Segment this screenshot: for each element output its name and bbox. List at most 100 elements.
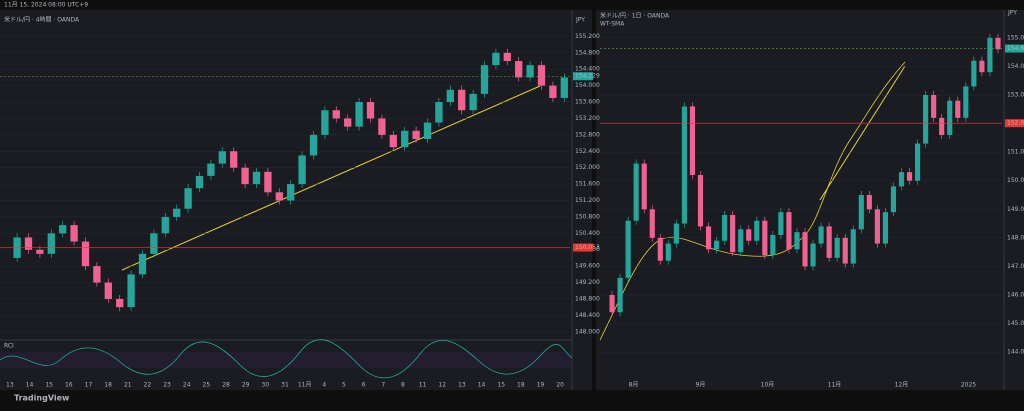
candle-body: [503, 52, 511, 62]
rci-label: RCI: [4, 343, 14, 350]
x-tick-label: 16: [65, 382, 73, 389]
candle-body: [287, 184, 295, 201]
candle-body: [915, 143, 921, 181]
x-tick-label: 13: [6, 382, 14, 389]
candle-body: [979, 60, 985, 73]
rci-band: [0, 352, 572, 368]
candle-body: [923, 95, 929, 144]
candle-body: [230, 151, 238, 168]
x-tick-label: 10月: [761, 382, 775, 389]
x-tick-label: 12月: [895, 382, 909, 389]
candle-body: [469, 93, 477, 111]
x-tick-label: 28: [222, 382, 230, 389]
y-tick-label: 151.600: [575, 181, 600, 188]
candle-body: [218, 151, 226, 164]
y-tick-label: 153.200: [575, 115, 600, 122]
candle-body: [681, 106, 687, 224]
candle-body: [995, 37, 1001, 50]
candle-body: [955, 100, 961, 118]
candle-body: [842, 237, 848, 264]
candle-body: [931, 95, 937, 118]
y-tick-label: 149.600: [575, 263, 600, 270]
y-tick-label: 150.000: [1007, 177, 1024, 184]
x-tick-label: 20: [556, 382, 564, 389]
candle-body: [138, 253, 147, 275]
candle-body: [609, 295, 615, 313]
candle-body: [116, 298, 124, 308]
x-tick-label: 4: [322, 382, 326, 389]
x-tick-label: 5: [342, 382, 346, 389]
y-tick-label: 148.800: [575, 295, 600, 302]
y-tick-label: 148.000: [1007, 234, 1024, 241]
y-tick-label: 144.000: [1007, 349, 1024, 356]
x-tick-label: 25: [203, 382, 211, 389]
candle-body: [657, 237, 663, 261]
candle-body: [738, 229, 744, 253]
candle-body: [826, 226, 832, 258]
y-tick-label: 151.200: [575, 197, 600, 204]
candle-body: [127, 274, 135, 308]
candle-body: [858, 195, 864, 230]
candle-body: [515, 61, 523, 78]
x-tick-label: 14: [26, 382, 34, 389]
candle-body: [754, 220, 760, 241]
candle-body: [537, 65, 546, 86]
candle-body: [874, 209, 880, 244]
left-currency: JPY: [575, 17, 585, 24]
candle-body: [947, 100, 953, 135]
y-tick-label: 149.000: [1007, 206, 1024, 213]
y-tick-label: 155.200: [575, 33, 600, 40]
y-tick-label: 150.800: [575, 213, 600, 220]
candle-body: [309, 134, 318, 156]
candle-body: [47, 233, 55, 254]
y-tick-label: 149.200: [575, 279, 600, 286]
x-tick-label: 21: [124, 382, 132, 389]
left-title: 米ドル/円 · 4時間 · OANDA: [4, 16, 80, 24]
candle-body: [332, 110, 340, 119]
level-label: 152.013: [1007, 120, 1024, 127]
y-tick-label: 152.400: [575, 148, 600, 155]
x-tick-label: 23: [163, 382, 171, 389]
trendline: [819, 65, 906, 201]
y-tick-label: 154.000: [575, 82, 600, 89]
candle-body: [673, 223, 679, 244]
candle-body: [560, 77, 568, 98]
y-tick-label: 152.800: [575, 131, 600, 138]
candle-body: [714, 240, 720, 250]
x-tick-label: 6: [362, 382, 366, 389]
candle-body: [882, 212, 888, 244]
candle-body: [770, 235, 776, 255]
right-currency: JPY: [1007, 10, 1017, 17]
candle-body: [173, 208, 181, 217]
candle-body: [526, 65, 534, 78]
candle-body: [641, 163, 647, 210]
level-tag: [573, 243, 593, 252]
candle-body: [93, 266, 101, 283]
candle-body: [762, 220, 768, 255]
x-tick-label: 2025: [961, 382, 976, 389]
candle-body: [423, 122, 432, 139]
candle-body: [195, 175, 204, 189]
x-tick-label: 31: [281, 382, 289, 389]
x-tick-label: 17: [85, 382, 93, 389]
candle-body: [549, 85, 557, 98]
candle-body: [890, 186, 897, 213]
candle-body: [241, 167, 249, 185]
candle-body: [617, 277, 623, 313]
x-tick-label: 29: [242, 382, 250, 389]
candle-body: [492, 52, 500, 66]
candle-body: [150, 233, 158, 254]
y-tick-label: 147.000: [1007, 263, 1024, 270]
x-tick-label: 14: [478, 382, 486, 389]
candle-body: [697, 175, 704, 227]
timestamp: 11月 15, 2024 08:00 UTC+9: [4, 2, 88, 9]
candle-body: [412, 130, 420, 139]
right-title: 米ドル/円 · 1日 · OANDA: [600, 12, 670, 20]
candle-body: [802, 232, 808, 267]
candle-body: [401, 130, 409, 148]
candle-body: [480, 65, 489, 94]
candle-body: [649, 209, 655, 238]
candle-body: [633, 163, 639, 221]
candle-body: [665, 243, 671, 261]
